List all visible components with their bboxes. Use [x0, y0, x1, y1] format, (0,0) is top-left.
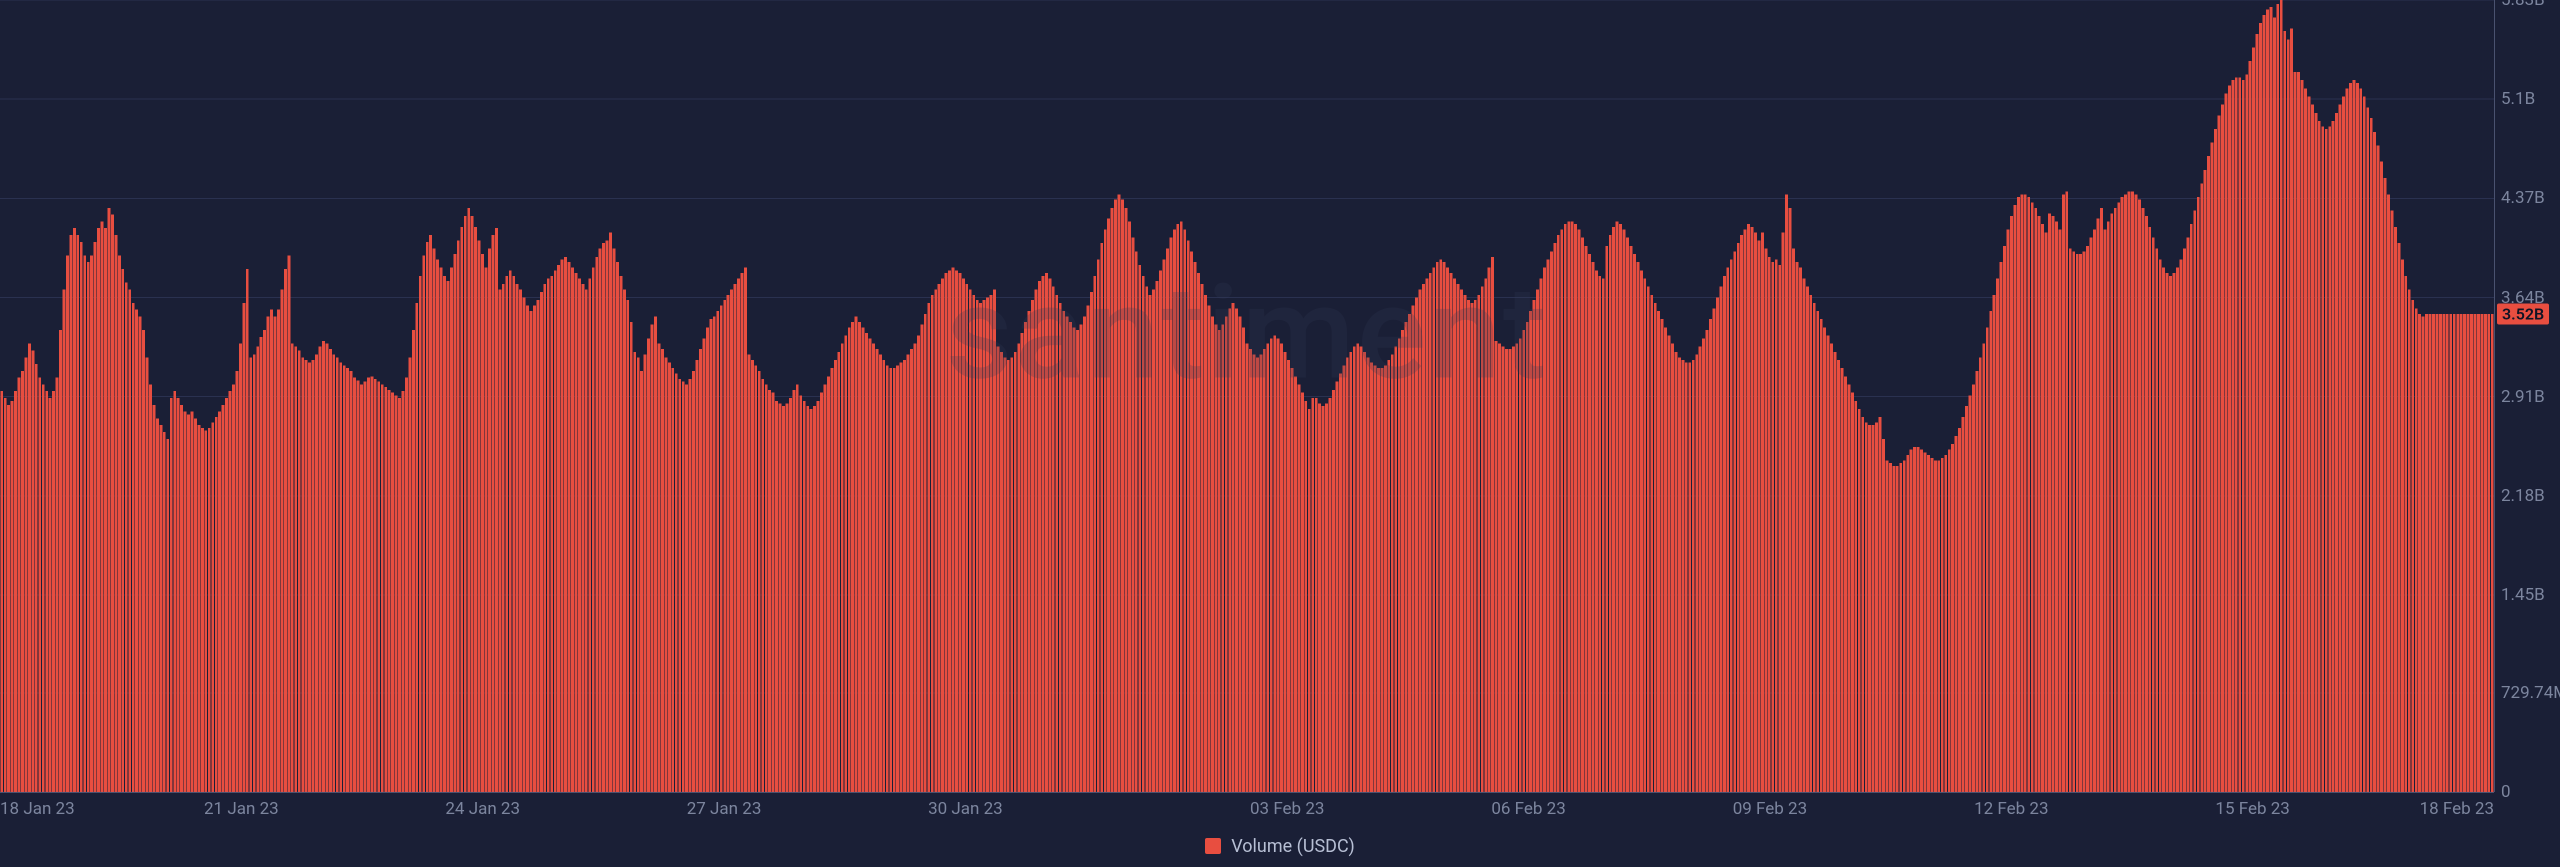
- plot-svg: [0, 0, 2494, 792]
- x-axis: 18 Jan 23 21 Jan 23 24 Jan 23 27 Jan 23 30 J…: [0, 792, 2494, 820]
- x-tick-label: 18 Jan 23: [0, 799, 75, 819]
- x-tick-label: 18 Feb 23: [2420, 799, 2494, 819]
- x-tick-label: 21 Jan 23: [204, 799, 279, 819]
- volume-chart: santiment 5.83B5.1B4.37B3.64B2.91B2.18B1…: [0, 0, 2560, 867]
- plot-area[interactable]: santiment: [0, 0, 2494, 792]
- y-tick-label: 4.37B: [2501, 188, 2545, 208]
- x-tick-label: 12 Feb 23: [1974, 799, 2048, 819]
- x-tick-label: 03 Feb 23: [1250, 799, 1324, 819]
- x-tick-label: 27 Jan 23: [687, 799, 762, 819]
- y-tick-label: 0: [2501, 782, 2511, 802]
- legend-swatch: [1205, 838, 1221, 854]
- y-current-badge: 3.52B: [2497, 303, 2549, 324]
- y-tick-label: 5.83B: [2501, 0, 2545, 10]
- x-tick-label: 30 Jan 23: [928, 799, 1003, 819]
- y-tick-label: 729.74M: [2501, 683, 2560, 703]
- x-tick-label: 15 Feb 23: [2215, 799, 2289, 819]
- chart-legend: Volume (USDC): [0, 826, 2560, 866]
- y-tick-label: 2.18B: [2501, 486, 2545, 506]
- y-axis: 5.83B5.1B4.37B3.64B2.91B2.18B1.45B729.74…: [2494, 0, 2560, 792]
- x-tick-label: 06 Feb 23: [1491, 799, 1565, 819]
- y-tick-label: 5.1B: [2501, 89, 2535, 109]
- y-tick-label: 2.91B: [2501, 387, 2545, 407]
- legend-label: Volume (USDC): [1231, 836, 1355, 857]
- x-tick-label: 09 Feb 23: [1733, 799, 1807, 819]
- y-tick-label: 1.45B: [2501, 585, 2545, 605]
- x-tick-label: 24 Jan 23: [445, 799, 520, 819]
